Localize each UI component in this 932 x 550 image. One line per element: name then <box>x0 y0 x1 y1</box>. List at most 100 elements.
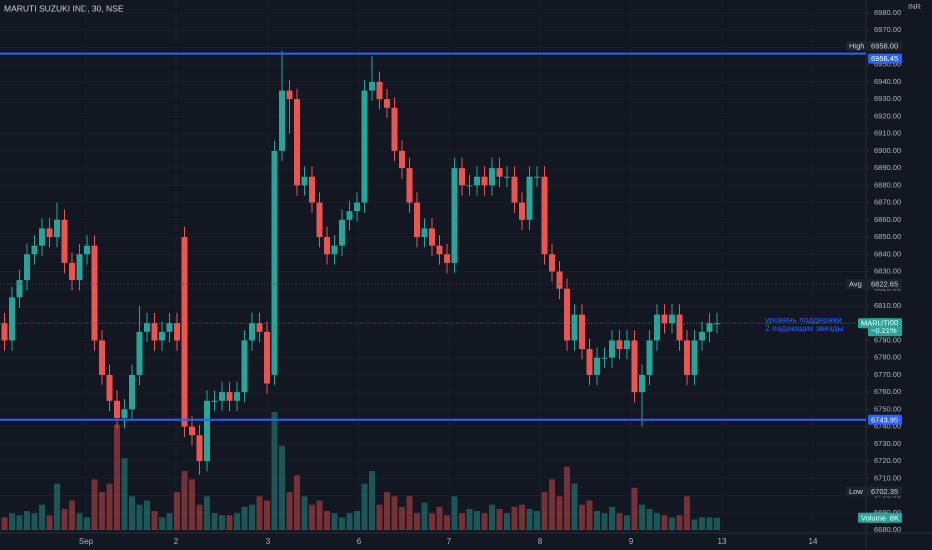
candle-body <box>31 245 38 255</box>
volume-bar <box>414 513 420 530</box>
volume-bar <box>684 496 690 530</box>
candle-body <box>226 392 233 401</box>
badge-bg <box>858 318 890 329</box>
volume-bar <box>264 500 270 530</box>
level-name: High <box>846 40 868 51</box>
symbol-badge: MARUTI <box>858 318 890 329</box>
candle-body <box>564 288 570 341</box>
volume-bar <box>669 517 675 530</box>
candle-body <box>264 331 270 384</box>
volume-bar <box>339 517 345 530</box>
volume-bar <box>519 504 525 530</box>
candle-body <box>586 349 593 375</box>
candle-body <box>474 176 480 186</box>
x-tick-label: 13 <box>718 537 727 546</box>
candle-body <box>631 340 638 393</box>
volume-bar <box>511 506 518 530</box>
volume-bar <box>504 513 510 530</box>
volume-bar <box>609 506 615 530</box>
volume-bar <box>324 511 330 530</box>
candle-body <box>16 280 23 298</box>
badge-text: 6956.45 <box>871 54 898 63</box>
y-tick-label: 6690.00 <box>874 508 901 517</box>
x-tick-label: 2 <box>174 537 179 546</box>
volume-bar <box>76 513 83 530</box>
volume-bar <box>316 500 323 530</box>
candle-body <box>639 374 645 393</box>
candle-body <box>406 168 413 203</box>
volume-bar <box>301 496 308 530</box>
volume-bar <box>526 508 533 530</box>
volume-bar <box>706 517 713 530</box>
candle-body <box>159 331 165 341</box>
candle-body <box>121 409 128 418</box>
y-tick-label: 6880.00 <box>874 180 901 189</box>
volume-bar <box>346 513 353 530</box>
volume-bar <box>421 502 428 530</box>
candle-body <box>1 323 8 341</box>
volume-bar <box>31 513 38 530</box>
candle-body <box>481 176 488 186</box>
volume-bar <box>654 513 660 530</box>
volume-bar <box>399 506 405 530</box>
volume-bar <box>534 511 540 530</box>
volume-bar <box>429 513 435 530</box>
candle-body <box>181 237 188 427</box>
volume-bar <box>166 513 173 530</box>
badge-text: MARUTI <box>861 319 890 328</box>
volume-bar <box>129 496 135 530</box>
volume-bar <box>699 517 705 530</box>
candle-body <box>196 435 203 462</box>
y-tick-label: 6870.00 <box>874 198 901 207</box>
y-tick-label: 6890.00 <box>874 163 901 172</box>
y-tick-label: 6850.00 <box>874 232 901 241</box>
candle-body <box>9 297 15 341</box>
y-tick-label: 6680.00 <box>874 525 901 534</box>
volume-bar <box>189 479 195 530</box>
volume-bar <box>121 458 128 530</box>
volume-bar <box>1 517 8 530</box>
volume-bar <box>99 492 105 530</box>
candle-body <box>136 331 143 375</box>
candle-body <box>616 340 623 350</box>
volume-bar <box>661 515 668 530</box>
volume-bar <box>114 424 120 530</box>
volume-bar <box>106 483 113 530</box>
volume-bar <box>309 504 315 530</box>
volume-bar <box>84 517 90 530</box>
badge-text: Low <box>849 487 863 496</box>
volume-bar <box>219 515 225 530</box>
volume-bar <box>571 483 578 530</box>
volume-bar <box>234 513 240 530</box>
candle-body <box>316 202 323 238</box>
y-tick-label: 6750.00 <box>874 404 901 413</box>
volume-bar <box>271 412 278 530</box>
badge-text: 6958.00 <box>871 41 898 50</box>
volume-bar <box>616 513 623 530</box>
y-tick-label: 6740.00 <box>874 422 901 431</box>
volume-bar <box>691 519 698 530</box>
badge-bg <box>868 40 902 51</box>
y-tick-label: 6980.00 <box>874 8 901 17</box>
volume-bar <box>24 511 30 530</box>
x-tick-label: 7 <box>447 537 452 546</box>
badge-text: 6822.65 <box>871 280 898 289</box>
volume-bar <box>474 511 480 530</box>
candle-body <box>376 81 383 100</box>
volume-bar <box>286 492 293 530</box>
volume-bar <box>144 500 150 530</box>
volume-bar <box>564 466 570 530</box>
volume-bar <box>211 513 218 530</box>
candle-body <box>579 314 585 350</box>
badge-text: Volume <box>861 513 886 522</box>
y-tick-label: 6810.00 <box>874 301 901 310</box>
badge-bg <box>846 40 868 51</box>
volume-bar <box>256 496 263 530</box>
candle-body <box>556 271 563 289</box>
candle-body <box>249 323 255 341</box>
volume-bar <box>586 500 593 530</box>
volume-bar <box>376 504 383 530</box>
y-tick-label: 6940.00 <box>874 77 901 86</box>
volume-bar <box>601 513 608 530</box>
candle-body <box>324 237 330 255</box>
